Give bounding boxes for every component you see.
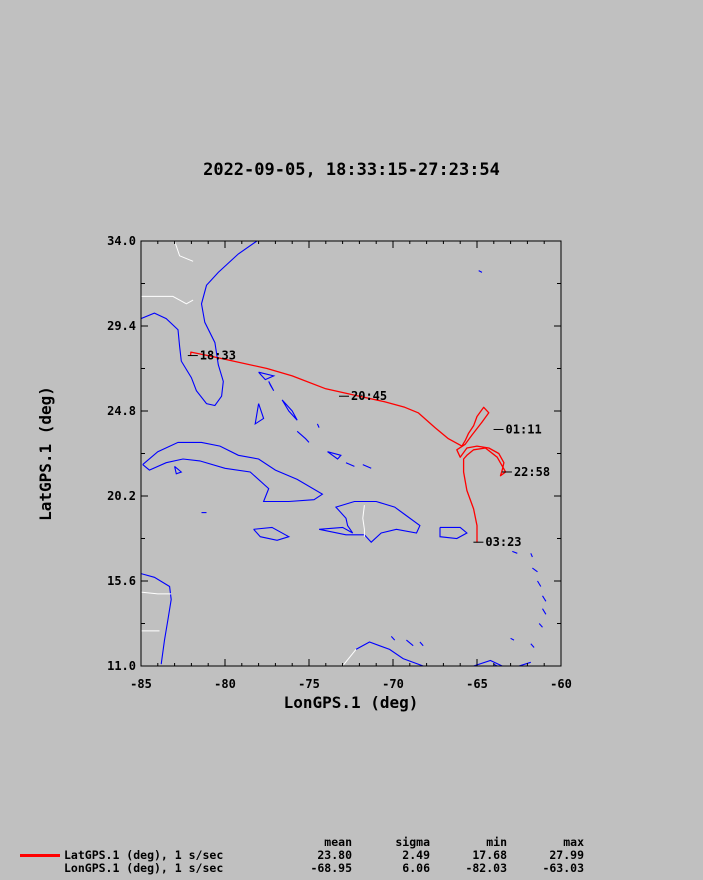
time-annotations: 18:33 20:45 01:11 22:58 03:23 bbox=[187, 349, 550, 549]
x-tick-label: -85 bbox=[130, 677, 152, 691]
x-tick-label: -75 bbox=[298, 677, 320, 691]
y-tick-label: 11.0 bbox=[107, 659, 136, 673]
y-tick-label: 15.6 bbox=[107, 574, 136, 588]
lon-sigma: 6.06 bbox=[402, 861, 430, 875]
x-axis-label: LonGPS.1 (deg) bbox=[284, 693, 419, 712]
annotation-label: 01:11 bbox=[506, 422, 542, 436]
chart-title: 2022-09-05, 18:33:15-27:23:54 bbox=[203, 160, 500, 180]
y-axis-label: LatGPS.1 (deg) bbox=[36, 386, 55, 521]
annotation-label: 03:23 bbox=[485, 535, 521, 549]
x-tick-label: -70 bbox=[382, 677, 404, 691]
header-mean: mean bbox=[324, 835, 352, 849]
lon-max: -63.03 bbox=[542, 861, 584, 875]
x-tick-label: -65 bbox=[466, 677, 488, 691]
lon-min: -82.03 bbox=[465, 861, 507, 875]
statistics-table: mean sigma min max LatGPS.1 (deg), 1 s/s… bbox=[20, 836, 600, 875]
lon-mean: -68.95 bbox=[310, 861, 352, 875]
x-tick-label: -60 bbox=[550, 677, 572, 691]
lat-sigma: 2.49 bbox=[402, 848, 430, 862]
y-tick-label: 29.4 bbox=[107, 319, 136, 333]
header-max: max bbox=[563, 835, 584, 849]
axis-ticks: -85 -80 -75 -70 -65 -60 34.0 29.4 24.8 20.2 15.6 11… bbox=[36, 234, 572, 712]
annotation-label: 22:58 bbox=[514, 465, 550, 479]
coastline-map bbox=[141, 241, 547, 666]
annotation-label: 20:45 bbox=[351, 389, 387, 403]
y-tick-label: 20.2 bbox=[107, 489, 136, 503]
legend-swatch-lat bbox=[20, 854, 60, 857]
stats-row-lat: LatGPS.1 (deg), 1 s/sec 23.80 2.49 17.68… bbox=[20, 849, 600, 862]
lat-mean: 23.80 bbox=[317, 848, 352, 862]
legend-label-lon: LonGPS.1 (deg), 1 s/sec bbox=[64, 861, 224, 875]
lat-min: 17.68 bbox=[472, 848, 507, 862]
stats-row-lon: LonGPS.1 (deg), 1 s/sec -68.95 6.06 -82.… bbox=[20, 862, 600, 875]
legend-label-lat: LatGPS.1 (deg), 1 s/sec bbox=[64, 848, 224, 862]
lat-max: 27.99 bbox=[549, 848, 584, 862]
header-min: min bbox=[486, 835, 507, 849]
y-tick-label: 24.8 bbox=[107, 404, 136, 418]
x-tick-label: -80 bbox=[214, 677, 236, 691]
y-tick-label: 34.0 bbox=[107, 234, 136, 248]
flight-track bbox=[189, 351, 507, 543]
header-sigma: sigma bbox=[395, 835, 430, 849]
series-line-0 bbox=[189, 351, 507, 543]
annotation-label: 18:33 bbox=[200, 349, 236, 363]
stats-header-row: mean sigma min max bbox=[20, 836, 600, 849]
